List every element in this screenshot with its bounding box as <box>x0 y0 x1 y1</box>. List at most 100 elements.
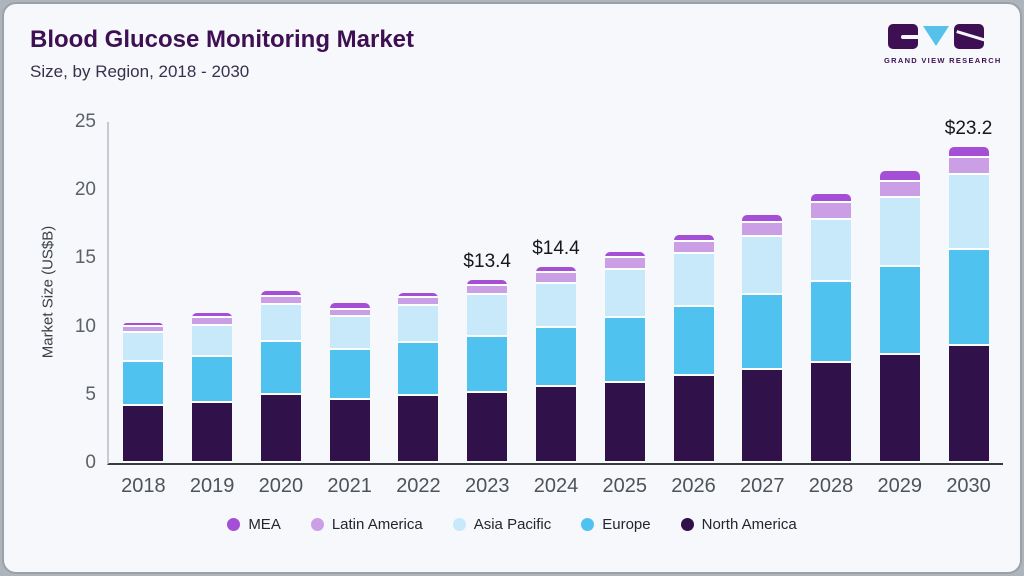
bar-segment-mea <box>604 251 645 258</box>
y-tick-label: 10 <box>74 315 96 337</box>
bar-segment-north-america <box>604 382 645 463</box>
bar-segment-north-america <box>742 369 783 463</box>
bar-segment-asia-pacific <box>398 306 439 343</box>
bar-segment-asia-pacific <box>192 325 233 358</box>
bar-segment-north-america <box>123 405 164 463</box>
bar-segment-mea <box>811 194 852 204</box>
y-tick-label: 25 <box>74 111 96 132</box>
bar-segment-mea <box>879 171 920 183</box>
legend-dot-icon <box>581 518 595 531</box>
y-tick-label: 0 <box>85 452 96 473</box>
bar-segment-latin-america <box>673 242 714 254</box>
bar-segment-latin-america <box>879 182 920 198</box>
bar-segment-mea <box>398 292 439 298</box>
bar-segment-mea <box>260 290 301 297</box>
legend-dot-icon <box>310 518 324 531</box>
bar-segment-latin-america <box>535 272 576 284</box>
bar-segment-europe <box>535 327 576 388</box>
x-tick-label-2028: 2028 <box>808 475 854 497</box>
bar-group-2018: 2018 <box>121 322 166 497</box>
legend-item-europe: Europe <box>581 516 651 533</box>
page-title: Blood Glucose Monitoring Market <box>30 26 415 53</box>
gvr-logo-text: GRAND VIEW RESEARCH <box>884 56 1002 65</box>
legend-item-mea: MEA <box>227 516 281 533</box>
x-tick-label-2018: 2018 <box>121 475 166 497</box>
bar-group-2026: 2026 <box>671 235 716 497</box>
bar-segment-europe <box>604 318 645 383</box>
bar-segment-europe <box>192 357 233 403</box>
bar-segment-europe <box>742 294 783 370</box>
bar-segment-latin-america <box>604 257 645 271</box>
bar-segment-latin-america <box>192 317 233 326</box>
bar-segment-north-america <box>398 396 439 463</box>
legend: MEA Latin America Asia Pacific Europe North … <box>4 516 1020 533</box>
value-label-2030: $23.2 <box>944 117 993 139</box>
bar-segment-latin-america <box>742 222 783 237</box>
bar-segment-latin-america <box>811 203 852 220</box>
legend-label: Latin America <box>331 516 423 533</box>
bar-segment-latin-america <box>123 326 164 334</box>
bar-group-2030: $23.2 2030 <box>945 118 993 497</box>
x-tick-label-2029: 2029 <box>877 475 923 497</box>
bar-segment-asia-pacific <box>948 174 989 251</box>
bar-group-2021: 2021 <box>327 303 372 497</box>
bar-segment-mea <box>742 214 783 223</box>
bar-segment-asia-pacific <box>879 197 920 268</box>
bar-segment-asia-pacific <box>604 270 645 319</box>
value-label-2023: $13.4 <box>463 251 511 273</box>
bar-segment-north-america <box>811 362 852 463</box>
page-subtitle: Size, by Region, 2018 - 2030 <box>30 62 250 81</box>
bar-segment-asia-pacific <box>535 283 576 328</box>
legend-dot-icon <box>452 518 466 531</box>
bar-segment-latin-america <box>329 309 370 318</box>
x-tick-label-2025: 2025 <box>602 475 647 497</box>
value-label-2024: $14.4 <box>532 237 580 259</box>
bar-segment-asia-pacific <box>329 317 370 351</box>
gvr-logo-g-icon <box>888 24 918 49</box>
y-tick-label: 5 <box>85 383 96 405</box>
bar-segment-europe <box>398 342 439 397</box>
legend-dot-icon <box>227 518 241 531</box>
x-tick-label-2019: 2019 <box>189 475 235 497</box>
bar-group-2029: 2029 <box>878 171 922 497</box>
y-tick-label: 20 <box>74 179 96 201</box>
bar-segment-mea <box>673 235 714 243</box>
bar-group-2024: $14.4 2024 <box>532 238 580 497</box>
bar-segment-mea <box>467 280 508 287</box>
bar-segment-europe <box>329 350 370 401</box>
bar-segment-mea <box>192 313 233 318</box>
x-tick-label-2023: 2023 <box>464 475 510 497</box>
x-tick-label-2027: 2027 <box>740 475 785 497</box>
bar-segment-latin-america <box>467 286 508 296</box>
bar-segment-europe <box>260 342 301 396</box>
bar-segment-north-america <box>192 402 233 463</box>
bar-segment-europe <box>467 336 508 393</box>
x-tick-label-2022: 2022 <box>396 475 441 497</box>
bar-segment-north-america <box>673 376 714 463</box>
bar-group-2025: 2025 <box>602 251 647 497</box>
bar-segment-asia-pacific <box>811 219 852 283</box>
x-tick-label-2030: 2030 <box>946 475 991 497</box>
bar-segment-north-america <box>467 392 508 463</box>
bar-segment-europe <box>123 362 164 406</box>
bar-segment-asia-pacific <box>123 333 164 363</box>
x-tick-label-2024: 2024 <box>533 475 579 497</box>
gvr-logo-mark <box>884 24 988 51</box>
legend-item-north-america: North America <box>680 516 797 533</box>
bar-segment-latin-america <box>948 157 989 175</box>
bar-segment-asia-pacific <box>673 253 714 307</box>
bar-segment-asia-pacific <box>467 295 508 337</box>
bar-segment-asia-pacific <box>260 305 301 343</box>
y-axis-ticks: 0 5 10 15 20 25 <box>4 111 96 473</box>
bar-segment-north-america <box>948 346 989 463</box>
bar-segment-north-america <box>535 387 576 463</box>
gvr-logo-r-icon <box>954 24 984 49</box>
x-tick-label-2026: 2026 <box>671 475 716 497</box>
bar-segment-north-america <box>329 400 370 463</box>
bar-group-2027: 2027 <box>740 214 785 497</box>
legend-item-asia-pacific: Asia Pacific <box>452 516 551 533</box>
bar-segment-latin-america <box>398 298 439 307</box>
bar-segment-mea <box>329 303 370 310</box>
bar-segment-latin-america <box>260 296 301 306</box>
